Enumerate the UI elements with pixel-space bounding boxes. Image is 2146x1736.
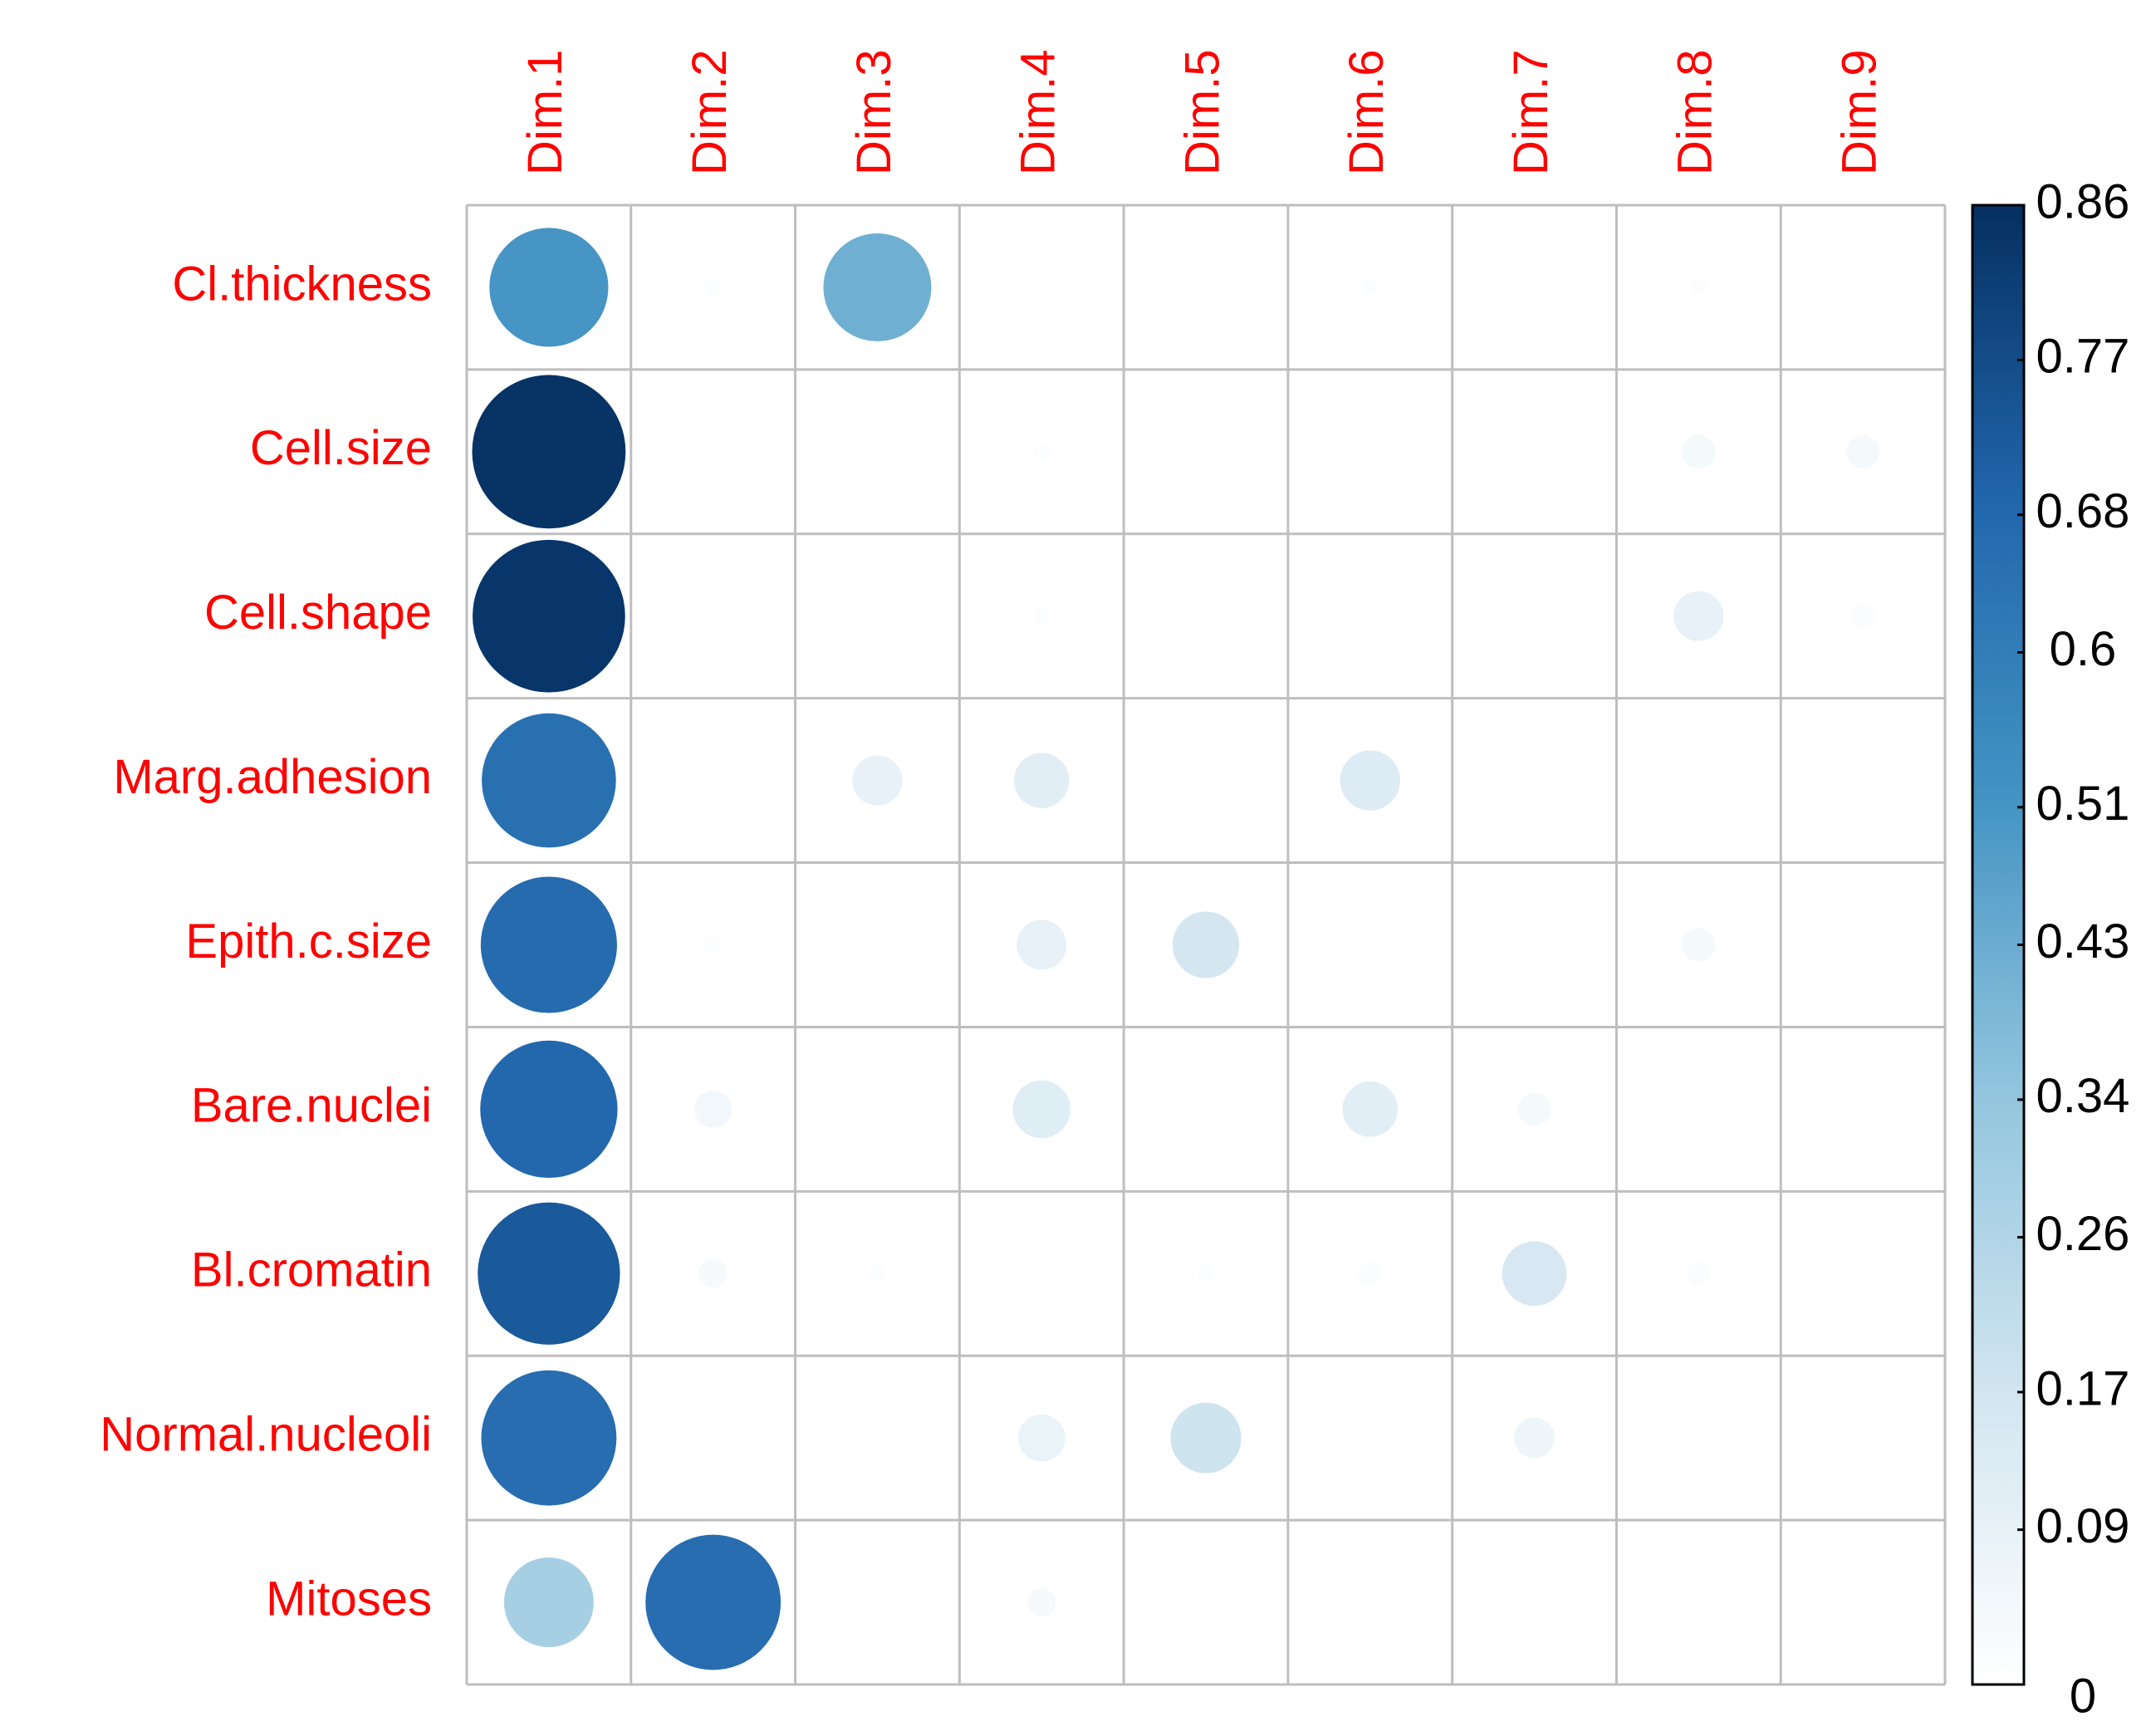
bubble: [704, 278, 722, 296]
bubble: [645, 1534, 781, 1670]
colorbar-tick-label: 0.09: [2036, 1499, 2130, 1553]
bubble: [698, 1258, 728, 1288]
column-label: Dim.8: [1668, 50, 1722, 175]
column-label: Dim.5: [1175, 50, 1229, 175]
row-label: Epith.c.size: [185, 915, 432, 969]
column-label: Dim.4: [1012, 50, 1066, 175]
bubble: [480, 1040, 618, 1179]
colorbar-tick-label: 0.86: [2036, 174, 2130, 228]
bubble: [1517, 1092, 1551, 1126]
bubble: [1199, 445, 1213, 458]
bubble: [1846, 434, 1880, 468]
bubble: [1017, 1414, 1066, 1462]
bubble: [472, 375, 626, 529]
bubble: [1342, 1081, 1399, 1137]
bubble: [704, 936, 722, 954]
bubble: [852, 755, 903, 806]
row-label: Marg.adhesion: [113, 750, 432, 804]
bubble: [503, 1557, 594, 1648]
colorbar-tick-label: 0.68: [2036, 484, 2130, 538]
column-label: Dim.3: [847, 50, 901, 175]
bubble: [1013, 753, 1070, 808]
bubble: [871, 1432, 884, 1444]
bubble: [478, 1202, 620, 1345]
bubble: [1340, 750, 1400, 811]
bubble: [1170, 1402, 1242, 1474]
colorbar-tick-label: 0.6: [2050, 622, 2117, 676]
row-label: Normal.nucleoli: [100, 1407, 432, 1461]
bubble: [489, 228, 609, 347]
bubble: [1033, 443, 1051, 460]
bubble: [482, 713, 616, 848]
colorbar-tick-label: 0.43: [2036, 915, 2130, 969]
bubble: [1502, 1241, 1567, 1307]
column-label: Dim.1: [518, 50, 572, 175]
colorbar-tick-label: 0.26: [2036, 1207, 2130, 1261]
bubble: [1528, 939, 1541, 951]
bubble: [480, 876, 617, 1013]
row-label: Mitoses: [266, 1572, 432, 1626]
bubble: [1687, 1262, 1711, 1286]
column-label: Dim.7: [1504, 50, 1558, 175]
bubble: [1673, 591, 1724, 641]
bubble: [1033, 607, 1051, 625]
colorbar-tick-label: 0.34: [2036, 1069, 2130, 1123]
bubble: [1528, 445, 1541, 458]
column-label: Dim.9: [1832, 50, 1886, 175]
bubble: [1361, 278, 1379, 296]
bubble: [1017, 919, 1067, 970]
row-label: Cl.thickness: [172, 257, 432, 311]
colorbar-tick-label: 0: [2070, 1669, 2096, 1723]
column-label: Dim.6: [1340, 50, 1394, 175]
bubble: [1850, 604, 1875, 628]
bubble: [823, 233, 932, 341]
bubble: [473, 539, 625, 693]
bubble: [1682, 434, 1716, 468]
colorbar-tick-label: 0.77: [2036, 330, 2130, 384]
bubble: [1197, 1265, 1215, 1282]
bubble: [1682, 928, 1716, 962]
bubble: [1514, 1417, 1556, 1459]
bubble: [1012, 1080, 1071, 1139]
row-label: Bl.cromatin: [191, 1243, 432, 1297]
row-label: Cell.shape: [204, 586, 432, 640]
bubble: [1358, 1262, 1382, 1286]
bubble: [1690, 278, 1707, 296]
row-label: Bare.nuclei: [191, 1079, 432, 1133]
bubble: [1172, 911, 1240, 978]
bubble: [1026, 1587, 1056, 1617]
colorbar-tick-label: 0.51: [2036, 777, 2130, 831]
column-label: Dim.2: [683, 50, 737, 175]
colorbar-tick-label: 0.17: [2036, 1361, 2130, 1415]
colorbar: [1971, 204, 2026, 1686]
bubble: [694, 1090, 732, 1128]
bubble: [869, 1265, 886, 1282]
row-label: Cell.size: [250, 421, 432, 475]
bubble: [481, 1370, 617, 1506]
